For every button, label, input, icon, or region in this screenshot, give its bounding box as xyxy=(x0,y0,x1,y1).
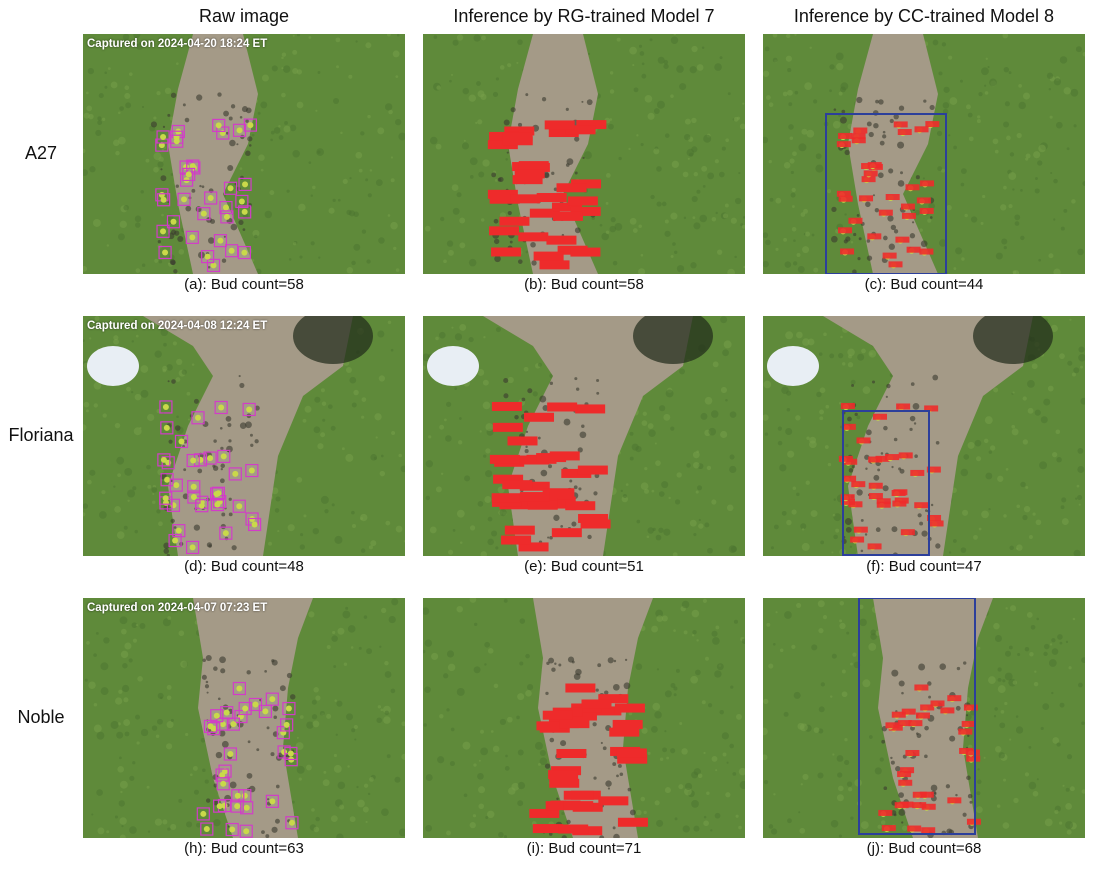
image-panel xyxy=(423,34,745,274)
caption-j: (j): Bud count=68 xyxy=(866,840,982,857)
image-panel xyxy=(763,598,1085,838)
caption-e: (e): Bud count=51 xyxy=(524,558,644,575)
row-label-floriana: Floriana xyxy=(8,425,74,445)
image-panel xyxy=(763,34,1085,274)
capture-timestamp: Captured on 2024-04-07 07:23 ET xyxy=(87,602,268,614)
image-panel: Captured on 2024-04-07 07:23 ET xyxy=(83,598,405,838)
row-label-noble: Noble xyxy=(17,707,65,727)
drone-photo xyxy=(423,598,745,838)
caption-i: (i): Bud count=71 xyxy=(526,840,642,857)
drone-photo xyxy=(423,34,745,274)
drone-photo xyxy=(763,34,1085,274)
caption-c: (c): Bud count=44 xyxy=(864,276,984,293)
column-header-model7: Inference by RG-trained Model 7 xyxy=(453,6,715,26)
row-label-a27: A27 xyxy=(24,143,58,163)
drone-photo xyxy=(763,598,1085,838)
drone-photo xyxy=(83,34,405,274)
capture-timestamp: Captured on 2024-04-08 12:24 ET xyxy=(87,320,268,332)
column-header-raw: Raw image xyxy=(198,6,290,26)
capture-timestamp: Captured on 2024-04-20 18:24 ET xyxy=(87,38,268,50)
image-panel: Captured on 2024-04-20 18:24 ET xyxy=(83,34,405,274)
drone-photo xyxy=(83,316,405,556)
caption-f: (f): Bud count=47 xyxy=(866,558,982,575)
drone-photo xyxy=(763,316,1085,556)
caption-b: (b): Bud count=58 xyxy=(524,276,644,293)
drone-photo xyxy=(423,316,745,556)
caption-h: (h): Bud count=63 xyxy=(184,840,304,857)
image-panel xyxy=(423,598,745,838)
drone-photo xyxy=(83,598,405,838)
image-panel xyxy=(763,316,1085,556)
image-panel xyxy=(423,316,745,556)
column-header-model8: Inference by CC-trained Model 8 xyxy=(793,6,1055,26)
caption-d: (d): Bud count=48 xyxy=(184,558,304,575)
image-panel: Captured on 2024-04-08 12:24 ET xyxy=(83,316,405,556)
caption-a: (a): Bud count=58 xyxy=(184,276,304,293)
